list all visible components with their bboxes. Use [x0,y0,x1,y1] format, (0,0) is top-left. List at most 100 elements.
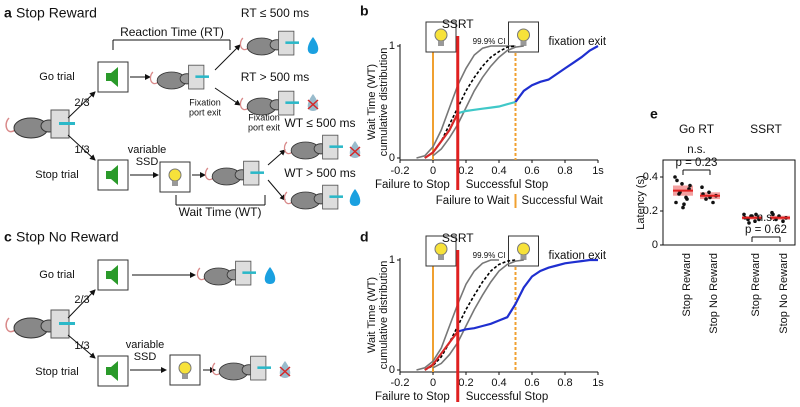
label: WT ≤ 500 ms [284,116,355,130]
connector [349,146,361,157]
label: Reaction Time (RT) [120,25,224,39]
mouse-tail [283,141,293,155]
label: Wait Time (WT) [179,205,262,219]
label: variable [128,144,167,156]
annotation: Failure to Wait [436,195,511,207]
annotation: Failure to Stop [375,179,450,191]
label: Go trial [39,71,74,83]
x-tick-label: 0.4 [491,165,506,177]
cdf-line [432,45,524,157]
annotation: n.s. [757,212,776,224]
data-point [747,221,751,225]
label: port exit [248,122,281,132]
panel-title: Stop Reward [16,5,97,21]
cdf-line [424,112,459,159]
y-tick-label: 0 [389,152,395,164]
port-light [250,171,264,174]
mouse-tail [196,267,206,281]
label: RT ≤ 500 ms [241,6,309,20]
cdf-line [457,258,598,333]
annotation: n.s. [687,144,706,156]
annotation: Successful Stop [466,391,548,403]
x-tick-label: 0.2 [458,165,473,177]
data-point [681,205,685,210]
y-axis-label: Wait Time (WT) [366,64,378,140]
annotation: 99.9% CI [473,37,506,46]
mouse-icon [204,160,264,186]
data-point [754,212,758,217]
x-tick-label: Stop No Reward [778,253,790,334]
label: SSD [134,351,157,363]
annotation: Successful Stop [466,179,548,191]
speaker [106,165,118,185]
data-point [704,197,708,201]
label: variable [126,339,165,351]
speaker [106,265,118,285]
bulb-base [172,181,178,186]
mouse-icon [239,90,299,116]
x-tick-label: 0.6 [524,165,539,177]
y-tick-label: 0.2 [643,205,658,217]
connector [279,366,291,377]
annotation: fixation exit [549,36,607,48]
group-label: SSRT [750,122,782,136]
connector [214,87,241,106]
label: SSD [136,156,159,168]
data-point [771,212,775,217]
data-point [700,185,704,189]
mouse-tail [239,97,249,111]
y-tick-label: 1 [389,40,395,52]
port-light [59,322,75,325]
label: RT > 500 ms [241,70,310,84]
panel-letter: b [360,3,369,19]
speaker [106,361,118,381]
port-light [329,195,343,198]
y-tick-label: 1 [389,254,395,266]
data-point [707,190,711,195]
bulb-base [182,374,188,379]
mouse-icon [196,260,256,286]
cdf-line [514,45,599,103]
panel-title: Stop No Reward [16,229,119,245]
y-tick-label: 0 [389,364,395,376]
bulb-base [520,41,527,46]
y-axis-label: Wait Time (WT) [366,277,378,353]
port-light [257,366,271,369]
x-tick-label: 0.2 [458,377,473,389]
cdf-line [432,259,524,369]
speaker-box [97,61,129,93]
panel-letter: a [4,5,12,21]
data-point [673,175,677,179]
label: 2/3 [74,294,89,306]
x-tick-label: -0.2 [391,377,410,389]
annotation: fixation exit [549,250,607,262]
x-tick-label: 1s [592,377,604,389]
data-point [742,212,746,217]
port-light [59,122,75,125]
annotation: Successful Wait [522,195,604,207]
label: Stop trial [35,169,78,181]
bulb [178,361,192,375]
label: 1/3 [74,144,89,156]
x-tick-label: 0 [430,165,436,177]
cdf-line [457,100,516,115]
mouse-icon [5,309,75,339]
connector [67,289,96,319]
mouse-tail [204,167,214,181]
data-point [680,182,684,186]
annotation: p = 0.23 [676,157,718,169]
data-point [675,178,679,183]
annotation: 99.9% CI [473,251,506,260]
connector [214,44,241,71]
mouse-tail [283,191,293,205]
bulb [517,242,530,256]
y-axis-label: cumulative distribution [378,261,390,370]
panel-letter: e [650,106,658,122]
port-light [285,101,299,104]
bulb-base [438,41,444,46]
connector [67,91,96,119]
data-point [682,202,686,206]
mouse-tail [239,37,249,51]
panel-letter: d [360,229,369,245]
